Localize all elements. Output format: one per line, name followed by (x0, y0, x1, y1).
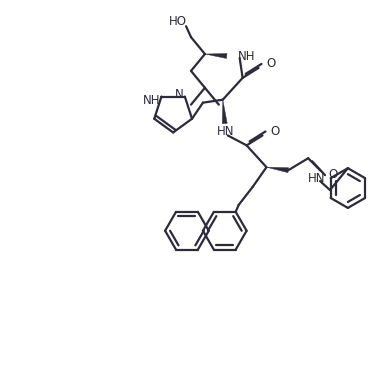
Text: O: O (271, 125, 280, 138)
Text: HO: HO (169, 15, 187, 28)
Text: O: O (266, 57, 276, 70)
Text: NH: NH (238, 50, 255, 63)
Text: N: N (174, 88, 183, 101)
Text: HN: HN (217, 125, 235, 138)
Text: HN: HN (308, 172, 326, 185)
Text: O: O (328, 168, 337, 181)
Text: NH: NH (143, 94, 160, 107)
Polygon shape (205, 54, 227, 59)
Polygon shape (222, 100, 227, 124)
Polygon shape (266, 167, 289, 173)
